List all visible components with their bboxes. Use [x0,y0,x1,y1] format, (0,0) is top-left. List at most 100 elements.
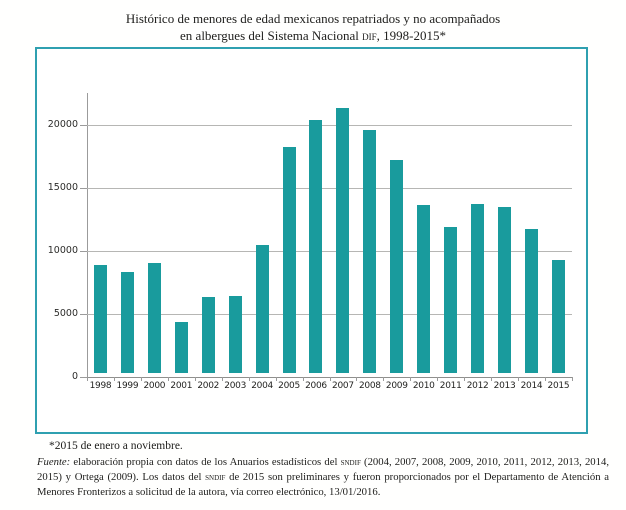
bar-slot [518,103,545,373]
x-tick-label: 2005 [278,381,300,391]
x-tick-label: 2013 [493,381,516,391]
chart-frame: 0 5000 10000 15000 20000 1998 1999 2000 2001 200… [35,47,588,434]
text-segment: sndif [205,471,226,484]
footnote-source: Fuente: elaboración propia con datos de … [37,455,609,501]
bar-slot [114,103,141,373]
x-tick-label: 2011 [439,381,462,391]
x-tick [275,377,277,381]
x-tick [302,377,304,381]
bar-2000 [147,263,161,373]
bar-chart-plot: 0 5000 10000 15000 20000 1998 1999 2000 2001 200… [37,49,586,432]
bar-2011 [444,227,458,373]
bar-slot [437,103,464,373]
text-segment: (2004, 2007, 2008, 2009, 2010, 2011, 201… [37,456,609,484]
x-tick [329,377,331,381]
y-axis-line [87,93,88,377]
x-tick [356,377,358,381]
x-tick [518,377,520,381]
y-tick [80,125,87,126]
bar-2006 [309,120,323,373]
x-tick-label: 1999 [116,381,139,391]
x-tick-label: 1998 [89,381,112,391]
x-tick [221,377,223,381]
bar-1998 [93,265,107,373]
x-tick [491,377,493,381]
y-tick [80,188,87,189]
x-tick-label: 2009 [385,381,408,391]
bar-slot [545,103,572,373]
bar-slot [410,103,437,373]
text-segment: en albergues del Sistema Nacional [180,27,363,43]
text-segment: sndif [340,456,361,468]
bar-2012 [471,204,485,373]
bar-slot [87,103,114,373]
x-tick-label: 2008 [358,381,381,391]
text-segment: dif [362,27,377,43]
y-tick-label: 15000 [47,182,78,193]
y-tick-label: 5000 [53,308,78,319]
bar-2003 [228,296,242,373]
chart-title-line1: Histórico de menores de edad mexicanos r… [125,11,501,26]
chart-title: Histórico de menores de edad mexicanos r… [0,11,626,44]
text-segment: elaboración propia con datos de los Anua… [70,456,341,468]
bars-row [87,103,572,373]
y-tick-label: 20000 [47,119,78,130]
bar-slot [356,103,383,373]
y-tick-label: 0 [71,371,78,382]
y-tick [80,251,87,252]
text-segment: de 2015 son preliminares y fueron propor… [37,471,609,499]
y-tick [80,377,87,378]
bar-slot [303,103,330,373]
bar-slot [464,103,491,373]
bar-slot [141,103,168,373]
x-tick-label: 2014 [520,381,543,391]
bar-2013 [498,207,512,373]
x-tick [437,377,439,381]
bar-slot [491,103,518,373]
y-tick-label: 10000 [47,245,78,256]
bar-2015 [551,260,565,373]
y-tick [80,314,87,315]
gridline [87,125,572,126]
bar-slot [195,103,222,373]
bar-2007 [336,108,350,373]
bar-2002 [201,297,215,373]
bar-2001 [174,322,188,373]
bar-slot [249,103,276,373]
bar-2014 [524,229,538,373]
bar-2009 [390,160,404,373]
x-tick [113,377,115,381]
x-tick-label: 2001 [170,381,193,391]
bar-2004 [255,245,269,373]
x-tick [410,377,412,381]
x-tick-label: 2007 [332,381,354,391]
bar-slot [168,103,195,373]
x-tick [248,377,250,381]
x-tick [140,377,142,381]
x-tick-label: 2002 [197,381,220,391]
x-tick-label: 2012 [466,381,489,391]
bar-2005 [282,147,296,373]
gridline [87,251,572,252]
x-tick [545,377,547,381]
bar-2008 [363,130,377,373]
gridline [87,188,572,189]
bar-slot [329,103,356,373]
x-tick [194,377,196,381]
bar-slot [383,103,410,373]
bar-2010 [417,205,431,373]
gridline [87,314,572,315]
x-tick-label: 2004 [251,381,273,391]
x-tick-label: 2010 [412,381,435,391]
footnote-period: *2015 de enero a noviembre. [49,440,183,452]
bar-slot [222,103,249,373]
x-tick [383,377,385,381]
text-segment: Fuente: [37,456,71,468]
x-tick [464,377,466,381]
x-tick-label: 2000 [143,381,166,391]
x-tick [572,377,573,381]
x-tick-label: 2015 [547,381,570,391]
x-tick-label: 2006 [305,381,327,391]
bar-1999 [120,272,134,373]
